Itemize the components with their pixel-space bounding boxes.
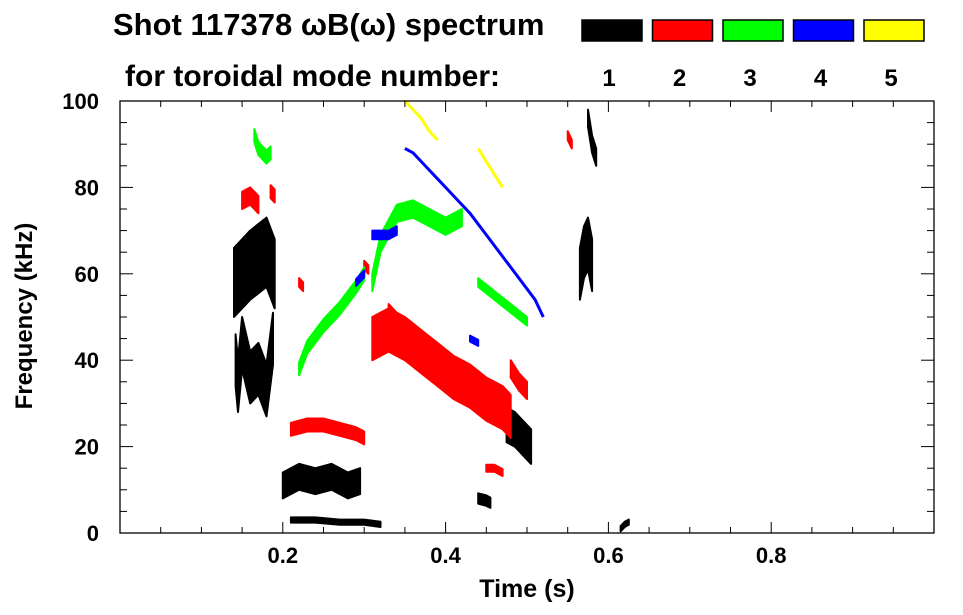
mode-1-feature-5: [505, 406, 533, 465]
legend-mode-label: 5: [884, 65, 897, 92]
legend-swatch-mode-4: [792, 19, 855, 42]
mode-1-feature-0: [233, 216, 276, 318]
mode-5-feature-1: [476, 147, 504, 189]
x-tick-label: 0.8: [756, 543, 787, 568]
mode-2-feature-7: [298, 277, 305, 293]
mode-3-feature-2: [371, 199, 463, 293]
mode-4-feature-2: [404, 147, 545, 318]
legend-mode-label: 4: [814, 65, 828, 92]
mode-3-feature-3: [477, 277, 528, 327]
x-axis-label: Time (s): [479, 575, 574, 603]
mode-1-feature-7: [587, 108, 598, 167]
y-tick-label: 40: [75, 348, 99, 373]
mode-4-feature-1: [371, 225, 398, 241]
mode-1-feature-2: [281, 462, 362, 500]
x-tick-label: 0.2: [268, 543, 299, 568]
x-tick-label: 0.4: [430, 543, 461, 568]
mode-4-feature-0: [355, 269, 366, 287]
chart-title: Shot 117378 ωB(ω) spectrum: [113, 7, 544, 42]
y-tick-label: 100: [62, 89, 99, 114]
mode-2-feature-0: [241, 186, 260, 215]
mode-3-feature-0: [253, 128, 272, 165]
legend: 1 2 3 4 5: [581, 19, 925, 92]
axes: 0.2 0.4 0.6 0.8 0 20 40 60 80 100: [62, 89, 935, 568]
mode-2-feature-5: [485, 463, 504, 477]
mode-4-feature-3: [469, 334, 480, 347]
legend-swatch-mode-5: [863, 19, 925, 42]
mode-1-feature-3: [289, 516, 382, 528]
y-tick-label: 60: [75, 262, 99, 287]
mode-2-feature-2: [289, 417, 366, 446]
mode-2-feature-6: [509, 359, 528, 401]
mode-1-feature-8: [619, 518, 630, 533]
mode-2-feature-9: [566, 130, 573, 150]
y-tick-label: 20: [75, 435, 99, 460]
legend-swatch-mode-3: [722, 19, 784, 42]
legend-swatch-mode-2: [651, 19, 714, 42]
mode-1-feature-6: [578, 216, 594, 301]
mode-3-feature-1: [298, 266, 366, 377]
legend-mode-label: 2: [673, 65, 686, 92]
y-tick-label: 80: [75, 175, 99, 200]
plot-area: [233, 99, 630, 533]
mode-2-feature-4: [387, 303, 439, 375]
legend-mode-label: 3: [743, 65, 756, 92]
mode-5-feature-0: [403, 99, 439, 141]
x-tick-label: 0.6: [593, 543, 624, 568]
mode-1-feature-1: [234, 311, 274, 418]
mode-1-feature-4: [477, 492, 492, 509]
y-axis-label: Frequency (kHz): [11, 223, 38, 410]
mode-2-feature-1: [269, 184, 276, 204]
legend-swatch-mode-1: [581, 19, 643, 42]
chart-subtitle: for toroidal mode number:: [125, 60, 500, 93]
legend-mode-label: 1: [602, 65, 615, 92]
y-tick-label: 0: [87, 521, 99, 546]
